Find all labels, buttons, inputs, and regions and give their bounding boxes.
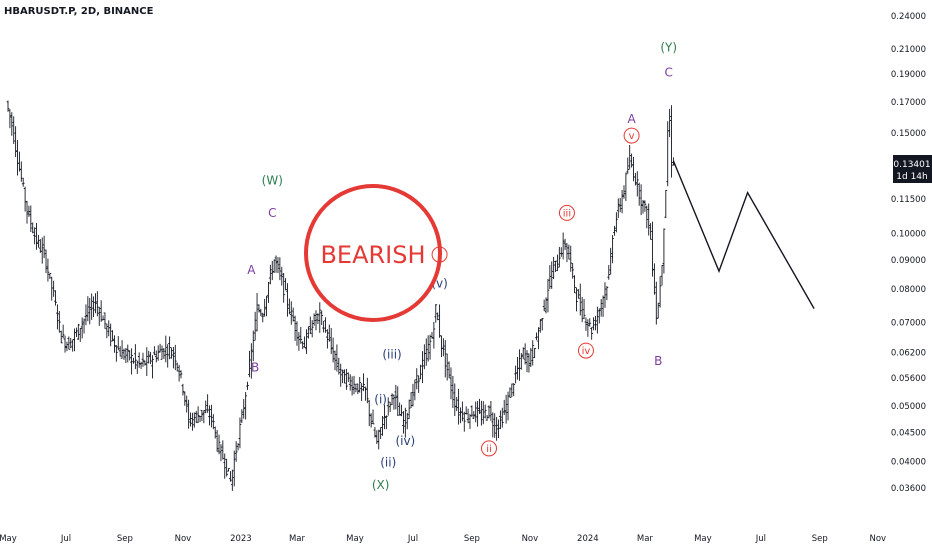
projection-group [672,160,815,309]
x-tick-label: Sep [464,534,480,544]
wave-label: (ii) [380,456,396,470]
chart-title: HBARUSDT.P, 2D, BINANCE [4,6,154,17]
y-tick-label: 0.07000 [891,318,926,328]
x-tick-label: Jul [60,534,71,544]
y-tick-label: 0.17000 [891,98,926,108]
y-tick-label: 0.06200 [891,349,926,359]
y-tick-label: 0.04500 [891,428,926,438]
x-tick-label: Nov [522,534,539,544]
wave-label: C [664,66,672,80]
wave-label: iii [563,208,571,219]
wave-labels-group: (W)CAB(v)i(iii)(i)(iv)(ii)(X)iiiiiivAv(Y… [247,41,677,493]
wave-label-ring [577,342,594,359]
x-tick-label: Mar [289,534,306,544]
wave-label: iv [582,346,591,357]
y-tick-label: 0.15000 [891,129,926,139]
y-tick-label: 0.05000 [891,402,926,412]
x-tick-label: Nov [175,534,192,544]
bearish-stamp-text: BEARISH [320,241,425,269]
projection-line [672,160,815,309]
y-tick-label: 0.11500 [891,195,926,205]
wave-label-ring [623,127,640,144]
x-tick-label: 2024 [577,534,599,544]
wave-label: (i) [374,393,387,407]
x-tick-label: Sep [812,534,828,544]
price-badge-bg [893,155,932,183]
wave-label-ring [558,204,575,221]
wave-label: B [654,354,662,368]
x-tick-label: May [346,534,364,544]
wave-label: (W) [262,173,283,187]
y-tick-label: 0.09000 [891,256,926,266]
wave-label: C [268,206,276,220]
y-tick-label: 0.05600 [891,374,926,384]
y-tick-label: 0.03600 [891,484,926,494]
x-tick-label: May [694,534,712,544]
y-tick-label: 0.10000 [891,230,926,240]
x-tick-label: Nov [870,534,887,544]
candles-group [6,100,675,491]
x-tick-label: 2023 [230,534,252,544]
wave-label: A [247,263,256,277]
price-axis[interactable]: 0.24000 0.21000 0.19000 0.17000 0.15000 0.115… [891,12,926,494]
bearish-stamp-ring [304,184,442,322]
time-axis[interactable]: May Jul Sep Nov 2023 Mar May Jul Sep Nov 2024 Mar Ma… [0,534,886,544]
x-tick-label: Mar [637,534,654,544]
wave-label: B [251,360,259,374]
bearish-stamp: BEARISH [304,184,442,322]
y-tick-label: 0.21000 [891,45,926,55]
wave-label: (iii) [382,348,401,362]
wave-label-ring [481,440,498,457]
price-badge: 0.13401 1d 14h [893,155,932,183]
x-tick-label: Sep [117,534,133,544]
y-tick-label: 0.19000 [891,70,926,80]
price-badge-countdown: 1d 14h [896,172,927,182]
wave-label: (Y) [660,41,677,55]
x-tick-label: Jul [407,534,418,544]
price-badge-value: 0.13401 [893,160,930,170]
y-tick-label: 0.04000 [891,458,926,468]
wave-label: (iv) [395,434,415,448]
x-tick-label: May [0,534,17,544]
wave-label: A [627,112,636,126]
wave-label: ii [486,444,492,455]
y-tick-label: 0.08000 [891,285,926,295]
wave-label: v [629,131,635,142]
wave-label: (X) [372,478,390,492]
x-tick-label: Jul [755,534,766,544]
y-tick-label: 0.24000 [891,12,926,22]
